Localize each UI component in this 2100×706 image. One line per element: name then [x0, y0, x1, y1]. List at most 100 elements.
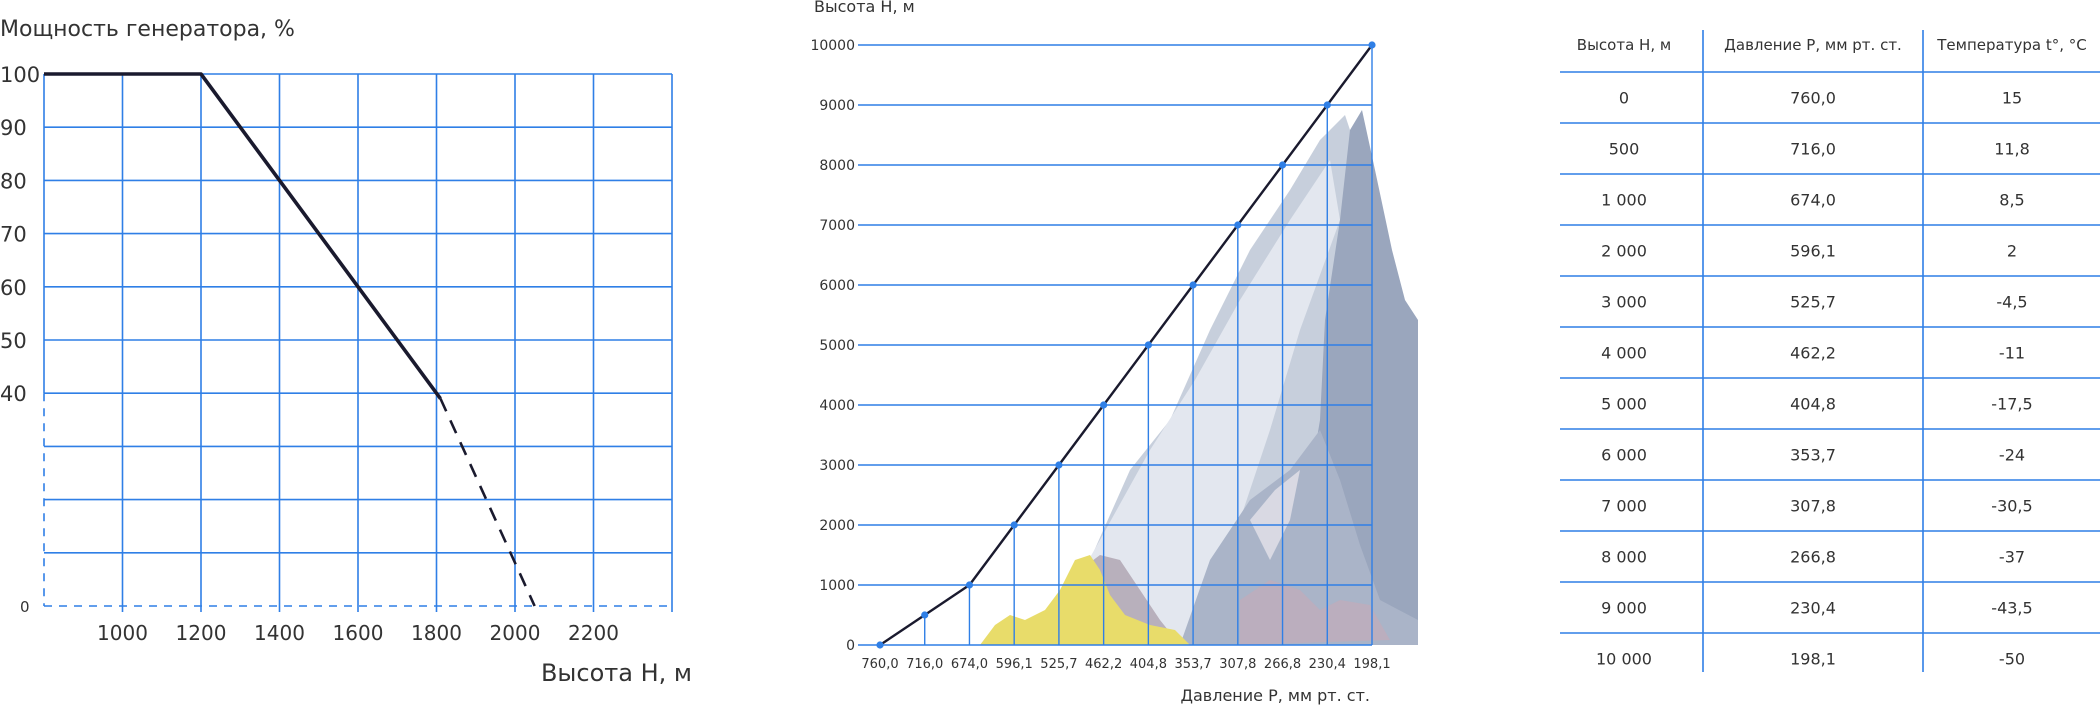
chart1-x-tick: 2200: [568, 621, 619, 645]
table-cell: -4,5: [1996, 293, 2027, 312]
chart2-point: [1189, 281, 1197, 289]
chart2-point: [1100, 401, 1108, 409]
altitude-table: Высота Н, м Давление P, мм рт. ст. Темпера…: [1560, 30, 2100, 672]
table-cell: 8 000: [1601, 548, 1647, 567]
table-header-cell: Температура t°, °С: [1936, 36, 2086, 54]
chart1-y-tick: 80: [0, 169, 27, 193]
table-cell: 7 000: [1601, 497, 1647, 516]
chart2-x-tick: 525,7: [1040, 657, 1077, 672]
chart2-y-tick: 9000: [819, 98, 855, 114]
chart2-y-tick: 3000: [819, 458, 855, 474]
table-cell: -50: [1999, 650, 2025, 669]
table-cell: 2: [2007, 242, 2017, 261]
chart2-y-tick: 8000: [819, 158, 855, 174]
chart2-x-tick: 462,2: [1085, 657, 1122, 672]
table-cell: 15: [2002, 89, 2022, 108]
table-cell: 11,8: [1994, 140, 2030, 159]
generator-power-chart: Мощность генератора, % Высота Н, м 100 90…: [0, 17, 692, 687]
chart1-line-dashed: [439, 397, 536, 607]
chart2-point: [1055, 461, 1063, 469]
chart2-point: [1323, 101, 1331, 109]
chart1-grid: [43, 73, 673, 612]
table-cell: -30,5: [1991, 497, 2032, 516]
chart2-x-tick: 404,8: [1130, 657, 1167, 672]
chart1-y-tick: 90: [0, 116, 27, 140]
table-cell: 353,7: [1790, 446, 1836, 465]
chart1-y-tick: 60: [0, 276, 27, 300]
table-cell: 716,0: [1790, 140, 1836, 159]
chart1-x-tick: 1600: [333, 621, 384, 645]
chart1-ticks: 100 90 80 70 60 50 40 0 1000 1200 1400 1600 1800 2000…: [0, 63, 619, 645]
chart2-y-tick: 1000: [819, 578, 855, 594]
table-cell: 0: [1619, 89, 1629, 108]
table-cell: -11: [1999, 344, 2025, 363]
table-cell: 230,4: [1790, 599, 1836, 618]
table-cell: -24: [1999, 446, 2025, 465]
table-cell: 2 000: [1601, 242, 1647, 261]
chart2-x-axis-label: Давление P, мм рт. ст.: [1181, 686, 1371, 705]
chart2-y-tick: 2000: [819, 518, 855, 534]
table-cell: 9 000: [1601, 599, 1647, 618]
pressure-altitude-chart: Высота Н, м Давление P, мм рт. ст. 0 1000…: [810, 0, 1418, 705]
table-cell: -43,5: [1991, 599, 2032, 618]
chart2-point: [876, 641, 884, 649]
table-cell: 307,8: [1790, 497, 1836, 516]
chart1-y-tick: 50: [0, 329, 27, 353]
table-cell: 1 000: [1601, 191, 1647, 210]
table-cell: 500: [1609, 140, 1640, 159]
chart1-y-axis-label: Мощность генератора, %: [0, 17, 295, 42]
chart1-y-tick-zero: 0: [20, 598, 30, 616]
chart1-x-tick: 1200: [176, 621, 227, 645]
mountain-illustration: [980, 110, 1418, 645]
table-cell: 3 000: [1601, 293, 1647, 312]
chart1-y-tick: 100: [0, 63, 40, 87]
chart2-y-tick: 7000: [819, 218, 855, 234]
chart2-point: [1144, 341, 1152, 349]
chart2-x-tick: 353,7: [1174, 657, 1211, 672]
table-header-cell: Давление P, мм рт. ст.: [1724, 36, 1902, 54]
chart2-x-tick: 596,1: [996, 657, 1033, 672]
chart1-x-tick: 1400: [254, 621, 305, 645]
table-cell: 760,0: [1790, 89, 1836, 108]
chart2-ticks: 0 1000 2000 3000 4000 5000 6000 7000 8000 9000 100…: [810, 38, 1390, 672]
table-cell: 596,1: [1790, 242, 1836, 261]
table-cell: 6 000: [1601, 446, 1647, 465]
chart1-x-axis-label: Высота Н, м: [541, 659, 692, 687]
table-cell: 5 000: [1601, 395, 1647, 414]
chart2-series: [876, 41, 1376, 649]
table-cell: -37: [1999, 548, 2025, 567]
chart2-y-tick: 0: [846, 638, 855, 654]
chart2-grid: [858, 44, 1373, 646]
chart2-point: [1368, 41, 1376, 49]
table-cell: 8,5: [1999, 191, 2024, 210]
chart1-x-tick: 2000: [490, 621, 541, 645]
chart2-y-tick: 5000: [819, 338, 855, 354]
chart1-x-tick: 1800: [411, 621, 462, 645]
chart2-x-tick: 760,0: [861, 657, 898, 672]
chart2-y-tick: 4000: [819, 398, 855, 414]
table-cell: 525,7: [1790, 293, 1836, 312]
chart2-point: [1278, 161, 1287, 169]
table-cell: -17,5: [1991, 395, 2032, 414]
chart2-point: [965, 581, 974, 589]
table-cell: 266,8: [1790, 548, 1836, 567]
chart2-x-tick: 674,0: [951, 657, 988, 672]
chart2-x-tick: 198,1: [1353, 657, 1390, 672]
chart2-y-tick: 6000: [819, 278, 855, 294]
chart2-line: [879, 44, 1373, 646]
chart2-point: [1234, 221, 1242, 229]
chart1-y-tick: 70: [0, 223, 27, 247]
table-cell: 198,1: [1790, 650, 1836, 669]
chart2-x-tick: 307,8: [1219, 657, 1256, 672]
table-cell: 10 000: [1596, 650, 1652, 669]
chart2-x-tick: 716,0: [906, 657, 943, 672]
chart1-y-tick: 40: [0, 382, 27, 406]
table-cell: 674,0: [1790, 191, 1836, 210]
chart2-point: [1010, 521, 1018, 529]
chart2-x-tick: 266,8: [1264, 657, 1301, 672]
chart2-x-tick: 230,4: [1309, 657, 1346, 672]
table-cell: 4 000: [1601, 344, 1647, 363]
chart2-y-tick: 10000: [810, 38, 855, 54]
table-cell: 462,2: [1790, 344, 1836, 363]
